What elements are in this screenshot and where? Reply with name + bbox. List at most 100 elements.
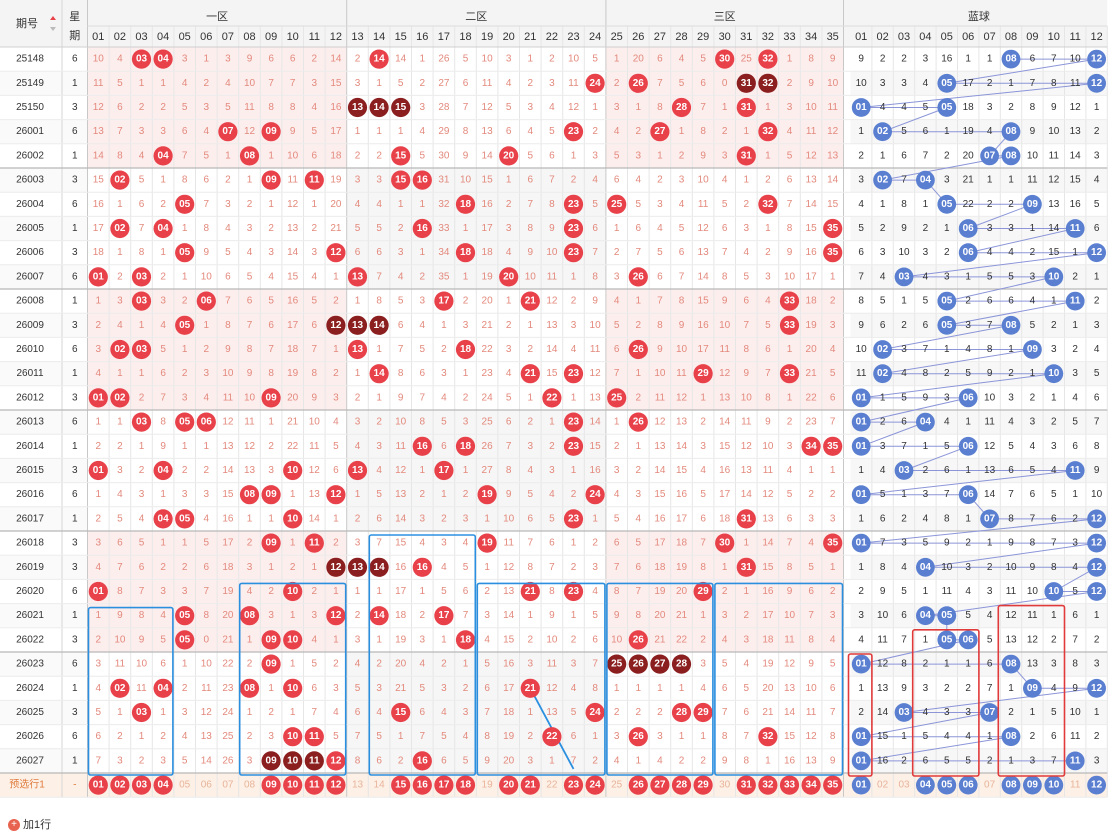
omission-value: 22: [222, 659, 234, 670]
omission-value: 1: [182, 538, 188, 549]
omission-value: 2: [657, 707, 663, 718]
red-ball: [585, 485, 605, 505]
issue-number: 26010: [16, 344, 44, 355]
omission-value: 14: [698, 271, 710, 282]
red-ball-label: 31: [741, 562, 753, 573]
blue-ball: [1001, 727, 1021, 747]
blue-ball: [873, 122, 892, 142]
omission-value: 1: [355, 126, 361, 137]
red-ball-label: 35: [827, 247, 839, 258]
prediction-red-ball: [758, 775, 778, 795]
blue-ball-label: 12: [1091, 78, 1103, 89]
red-ball: [131, 291, 152, 311]
blue-omission-value: 4: [1094, 344, 1100, 355]
omission-value: 7: [744, 320, 750, 331]
blue-ball: [1001, 654, 1021, 674]
blue-ball: [958, 243, 978, 263]
omission-value: 1: [355, 368, 361, 379]
omission-value: 3: [592, 562, 598, 573]
blue-omission-value: 9: [923, 392, 929, 403]
red-ball-label: 26: [633, 344, 645, 355]
weekday: 6: [72, 126, 78, 137]
omission-value: 3: [830, 610, 836, 621]
red-ball: [110, 678, 130, 698]
blue-ball: [851, 98, 871, 117]
blue-connect-line: [946, 58, 1097, 84]
omission-value: 1: [96, 610, 102, 621]
blue-ball: [958, 630, 978, 650]
omission-value: 1: [700, 731, 706, 742]
omission-value: 18: [287, 344, 299, 355]
omission-value: 11: [223, 392, 234, 403]
zone3-header: 三区: [714, 11, 736, 23]
blue-omission-value: 10: [1070, 707, 1082, 718]
red-column-label: 22: [546, 31, 558, 43]
prediction-red-label: 26: [633, 780, 645, 791]
blue-connect-line: [946, 300, 1076, 326]
blue-omission-value: 10: [877, 610, 889, 621]
blue-omission-value: 7: [1051, 755, 1057, 766]
omission-value: 13: [806, 755, 818, 766]
blue-omission-value: 3: [1051, 659, 1057, 670]
blue-omission-value: 4: [987, 247, 993, 258]
blue-ball: [851, 436, 871, 456]
omission-value: 3: [117, 755, 123, 766]
omission-value: 6: [182, 126, 188, 137]
omission-value: 14: [503, 610, 515, 621]
omission-value: 1: [160, 247, 166, 258]
omission-value: 12: [309, 465, 321, 476]
omission-value: 12: [806, 731, 818, 742]
omission-value: 10: [784, 610, 796, 621]
red-ball-label: 13: [352, 562, 364, 573]
highlight-box: [606, 582, 714, 776]
omission-value: 1: [636, 102, 642, 113]
blue-omission-value: 5: [1051, 489, 1057, 500]
omission-value: 3: [657, 731, 663, 742]
omission-value: 4: [614, 755, 620, 766]
omission-value: 1: [592, 513, 598, 524]
weekday: 6: [72, 659, 78, 670]
blue-omission-value: 4: [965, 586, 971, 597]
omission-value: 2: [139, 392, 145, 403]
red-ball: [412, 218, 432, 239]
row-background: [0, 652, 88, 677]
red-ball-label: 23: [568, 199, 580, 210]
blue-ball-label: 01: [856, 392, 868, 403]
omission-value: 1: [636, 755, 642, 766]
omission-value: 31: [438, 175, 450, 186]
blue-ball: [1087, 73, 1106, 93]
omission-value: 2: [830, 586, 836, 597]
issue-number: 26014: [16, 441, 44, 452]
blue-ball-label: 07: [984, 707, 996, 718]
omission-value: 7: [355, 731, 361, 742]
omission-value: 18: [654, 562, 666, 573]
omission-value: 14: [719, 417, 731, 428]
omission-value: 5: [204, 538, 210, 549]
red-ball-label: 13: [352, 102, 364, 113]
omission-value: 3: [247, 223, 253, 234]
blue-omission-value: 8: [987, 344, 993, 355]
omission-value: 1: [808, 465, 814, 476]
red-ball: [283, 581, 303, 602]
add-row-button[interactable]: + 加1行: [8, 816, 51, 832]
prediction-red-ball: [412, 775, 432, 795]
blue-omission-value: 9: [944, 538, 950, 549]
omission-value: 7: [463, 610, 469, 621]
red-ball-label: 32: [762, 731, 774, 742]
omission-value: 5: [700, 489, 706, 500]
omission-value: 12: [287, 199, 299, 210]
omission-value: 19: [654, 586, 666, 597]
omission-value: 1: [376, 78, 382, 89]
blue-omission-value: 5: [901, 126, 907, 137]
red-ball-label: 05: [179, 634, 191, 645]
red-ball-label: 28: [676, 102, 688, 113]
omission-value: 6: [787, 175, 793, 186]
blue-omission-value: 9: [1030, 126, 1036, 137]
omission-value: 19: [676, 562, 688, 573]
omission-value: 6: [117, 102, 123, 113]
omission-value: 1: [355, 586, 361, 597]
omission-value: 11: [288, 175, 299, 186]
omission-value: 1: [247, 175, 253, 186]
blue-connect-line: [925, 542, 1097, 568]
red-ball-label: 16: [417, 175, 429, 186]
